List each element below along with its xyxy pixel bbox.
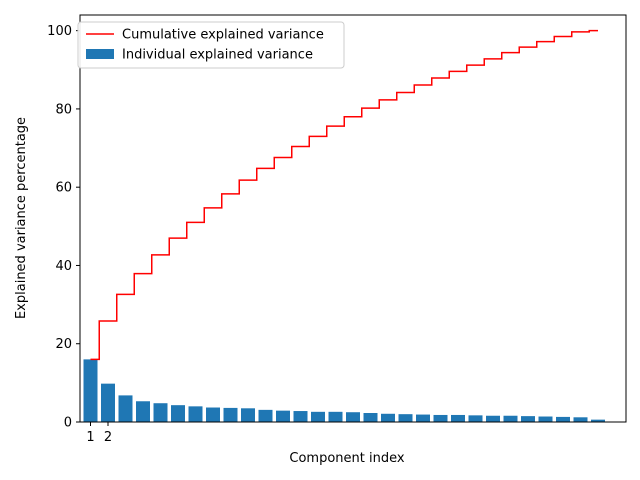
bar [136, 401, 150, 422]
legend-label-individual: Individual explained variance [122, 48, 313, 63]
y-axis-label: Explained variance percentage [14, 117, 29, 319]
plot-frame [79, 14, 627, 423]
y-tick-label: 20 [55, 337, 72, 352]
legend-label-cumulative: Cumulative explained variance [122, 28, 324, 43]
bar [573, 417, 588, 422]
legend-box [77, 21, 345, 69]
y-tick-label: 60 [55, 181, 72, 196]
bar [416, 414, 430, 422]
bar [556, 416, 570, 422]
y-tick-label: 0 [64, 416, 72, 431]
bar [521, 416, 535, 422]
bar [538, 416, 553, 422]
bar [188, 406, 203, 422]
bar [433, 414, 448, 422]
bar [276, 410, 290, 422]
bar [101, 383, 115, 422]
x-tick-label: 1 [86, 430, 94, 445]
bar [486, 415, 500, 422]
bar [503, 415, 518, 422]
bar [381, 413, 395, 422]
bar [153, 403, 168, 422]
legend: Cumulative explained variance Individual … [77, 21, 345, 69]
bar [346, 412, 360, 422]
bar [83, 359, 98, 422]
cumulative-series [90, 29, 598, 361]
bar [311, 411, 325, 422]
legend-bar-swatch [86, 49, 114, 59]
bar [451, 414, 465, 422]
bar [468, 415, 483, 422]
axes [79, 14, 627, 423]
x-axis-label: Component index [289, 451, 404, 466]
cumulative-line [90, 29, 598, 361]
bar [171, 405, 185, 422]
bar [363, 413, 378, 422]
bar [118, 395, 133, 422]
y-tick-label: 80 [55, 102, 72, 117]
y-tick-label: 100 [47, 24, 72, 39]
ticks: 0 20 40 60 80 100 1 2 [47, 24, 112, 445]
bar [398, 414, 413, 422]
bar [328, 411, 343, 422]
bar-series [83, 359, 605, 422]
x-tick-label: 2 [104, 430, 112, 445]
bar [258, 409, 273, 422]
bar [241, 408, 255, 422]
bar [223, 407, 238, 422]
bar [591, 419, 605, 422]
bar [206, 407, 220, 422]
bar [293, 411, 308, 422]
y-tick-label: 40 [55, 259, 72, 274]
